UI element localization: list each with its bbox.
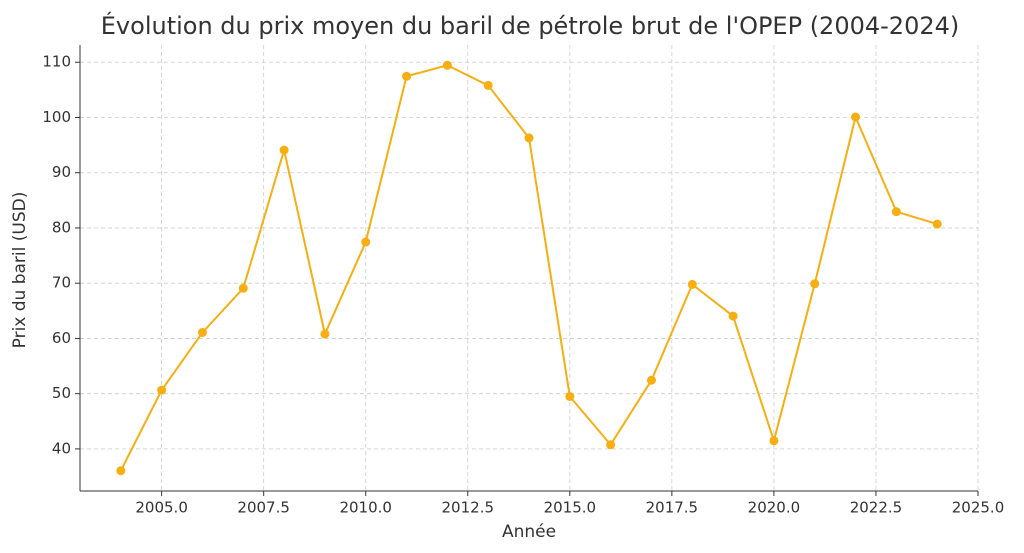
data-point <box>810 279 820 289</box>
y-tick-label: 70 <box>52 274 71 292</box>
y-tick-label: 100 <box>42 108 71 126</box>
data-point <box>279 145 289 155</box>
x-tick-label: 2020.0 <box>748 499 801 517</box>
data-point <box>238 283 248 293</box>
data-point <box>524 133 534 143</box>
data-point <box>687 279 697 289</box>
y-tick-label: 90 <box>52 163 71 181</box>
data-point <box>442 60 452 70</box>
x-tick-label: 2007.5 <box>237 499 290 517</box>
data-point <box>932 219 942 229</box>
x-tick-label: 2017.5 <box>646 499 699 517</box>
x-tick-label: 2025.0 <box>952 499 1005 517</box>
y-axis-label: Prix du baril (USD) <box>10 192 30 349</box>
x-axis-label: Année <box>502 522 556 542</box>
data-point <box>851 112 861 122</box>
data-point <box>320 329 330 339</box>
y-tick-label: 50 <box>52 384 71 402</box>
x-tick-label: 2022.5 <box>850 499 903 517</box>
data-point <box>197 327 207 337</box>
data-point <box>157 385 167 395</box>
data-point <box>361 237 371 247</box>
x-tick-label: 2005.0 <box>135 499 188 517</box>
x-tick-label: 2015.0 <box>544 499 597 517</box>
data-point <box>483 80 493 90</box>
data-point <box>728 311 738 321</box>
data-line <box>119 64 938 472</box>
y-tick-label: 60 <box>52 329 71 347</box>
y-tick-label: 80 <box>52 218 71 236</box>
data-point <box>891 207 901 217</box>
data-point <box>606 440 616 450</box>
x-tick-label: 2010.0 <box>339 499 392 517</box>
data-point <box>769 436 779 446</box>
data-point <box>116 466 126 476</box>
y-tick-label: 110 <box>42 53 71 71</box>
data-point <box>565 391 575 401</box>
data-point <box>402 71 412 81</box>
data-point <box>646 375 656 385</box>
chart-title: Évolution du prix moyen du baril de pétr… <box>101 11 959 40</box>
x-tick-label: 2012.5 <box>442 499 495 517</box>
y-tick-label: 40 <box>52 439 71 457</box>
